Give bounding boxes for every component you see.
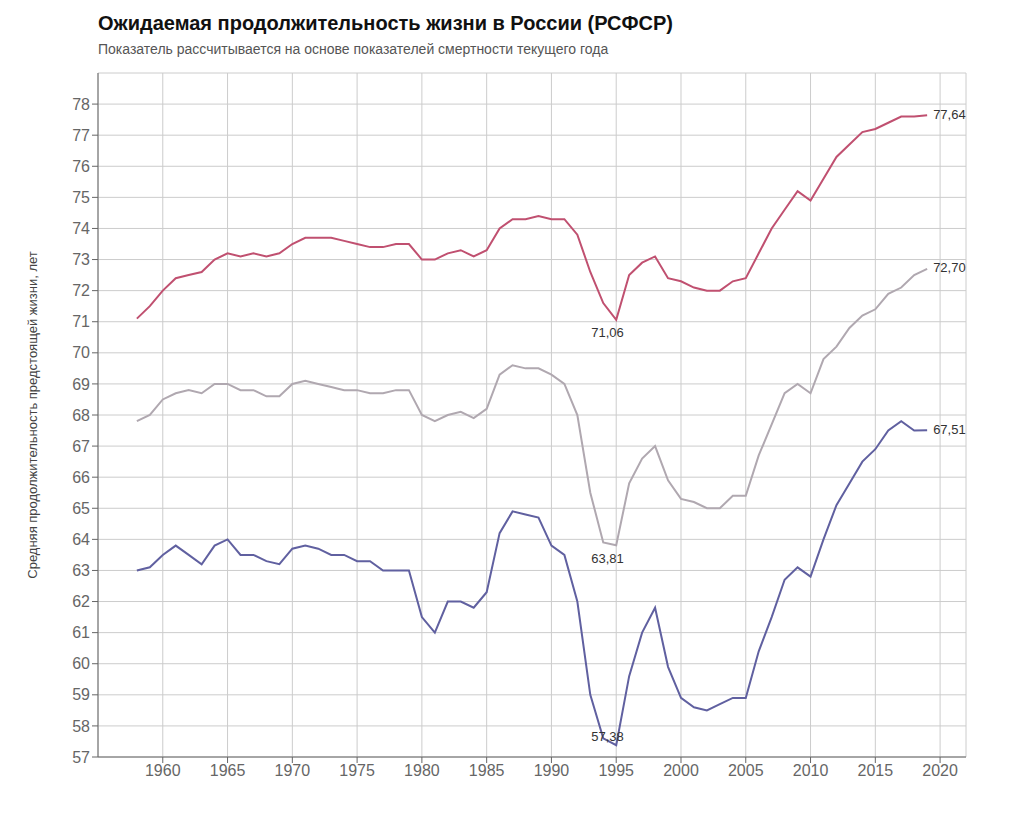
svg-text:57,38: 57,38: [591, 729, 624, 744]
svg-text:63: 63: [72, 562, 90, 579]
svg-text:1995: 1995: [598, 762, 634, 779]
svg-text:59: 59: [72, 686, 90, 703]
svg-text:1975: 1975: [339, 762, 375, 779]
svg-text:67: 67: [72, 438, 90, 455]
svg-text:2020: 2020: [922, 762, 958, 779]
svg-text:1970: 1970: [275, 762, 311, 779]
svg-text:67,51: 67,51: [933, 422, 966, 437]
svg-text:1960: 1960: [145, 762, 181, 779]
svg-text:63,81: 63,81: [591, 551, 624, 566]
svg-text:2000: 2000: [663, 762, 699, 779]
svg-text:75: 75: [72, 189, 90, 206]
svg-text:66: 66: [72, 469, 90, 486]
svg-text:73: 73: [72, 251, 90, 268]
svg-text:72: 72: [72, 282, 90, 299]
svg-text:74: 74: [72, 220, 90, 237]
svg-text:1990: 1990: [534, 762, 570, 779]
svg-text:68: 68: [72, 407, 90, 424]
html-text:Показатель рассчитывается на о: Показатель рассчитывается на основе пока…: [98, 41, 609, 57]
svg-text:71: 71: [72, 313, 90, 330]
svg-text:78: 78: [72, 96, 90, 113]
svg-text:57: 57: [72, 749, 90, 766]
svg-text:2010: 2010: [793, 762, 829, 779]
svg-text:64: 64: [72, 531, 90, 548]
svg-text:70: 70: [72, 344, 90, 361]
svg-text:1985: 1985: [469, 762, 505, 779]
svg-text:69: 69: [72, 376, 90, 393]
svg-text:1980: 1980: [404, 762, 440, 779]
svg-text:76: 76: [72, 158, 90, 175]
svg-text:Средняя продолжительность пред: Средняя продолжительность предстоящей жи…: [25, 251, 40, 579]
svg-text:61: 61: [72, 624, 90, 641]
svg-text:60: 60: [72, 655, 90, 672]
svg-text:62: 62: [72, 593, 90, 610]
svg-text:72,70: 72,70: [933, 260, 966, 275]
svg-text:77,64: 77,64: [933, 107, 966, 122]
svg-text:65: 65: [72, 500, 90, 517]
svg-text:1965: 1965: [210, 762, 246, 779]
svg-text:2005: 2005: [728, 762, 764, 779]
svg-text:77: 77: [72, 127, 90, 144]
svg-text:71,06: 71,06: [591, 325, 624, 340]
svg-text:58: 58: [72, 718, 90, 735]
html-text:Ожидаемая продолжительность жи: Ожидаемая продолжительность жизни в Росс…: [98, 12, 673, 34]
svg-text:2015: 2015: [858, 762, 894, 779]
